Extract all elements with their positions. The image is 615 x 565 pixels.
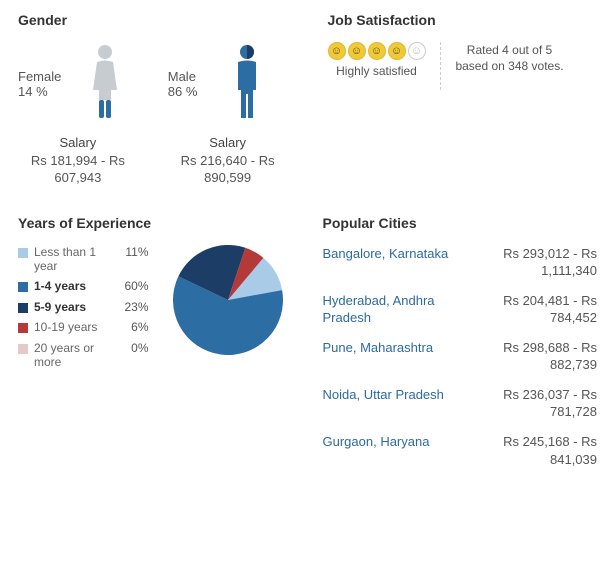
city-name[interactable]: Noida, Uttar Pradesh	[323, 386, 451, 421]
vertical-divider	[440, 42, 441, 90]
legend-label: Less than 1 year	[34, 245, 109, 274]
cities-section: Popular Cities Bangalore, Karnataka Rs 29…	[323, 215, 598, 480]
legend-item: 5-9 years 23%	[18, 300, 149, 314]
city-name[interactable]: Hyderabad, Andhra Pradesh	[323, 292, 451, 327]
city-salary-range: Rs 293,012 - Rs 1,111,340	[469, 245, 597, 280]
legend-item: 10-19 years 6%	[18, 320, 149, 334]
smile-icon-empty: ☺	[408, 42, 426, 60]
smile-icon: ☺	[348, 42, 366, 60]
legend-value: 60%	[115, 279, 149, 293]
city-salary-range: Rs 204,481 - Rs 784,452	[469, 292, 597, 327]
jobsat-label: Highly satisfied	[328, 64, 426, 78]
city-row: Noida, Uttar Pradesh Rs 236,037 - Rs 781,…	[323, 386, 598, 421]
yoe-title: Years of Experience	[18, 215, 293, 231]
gender-male-block: Male 86 % Salary Rs 216,640 - Rs 890,599	[168, 42, 288, 187]
city-name[interactable]: Pune, Maharashtra	[323, 339, 451, 374]
legend-swatch	[18, 303, 28, 313]
cities-list: Bangalore, Karnataka Rs 293,012 - Rs 1,11…	[323, 245, 598, 468]
legend-value: 11%	[115, 245, 149, 259]
female-salary-label: Salary	[18, 134, 138, 152]
male-label: Male	[168, 69, 198, 84]
gender-female-block: Female 14 % Salary Rs 181,994 - Rs 607,9…	[18, 42, 138, 187]
legend-value: 23%	[115, 300, 149, 314]
job-satisfaction-section: Job Satisfaction ☺☺☺☺☺ Highly satisfied …	[328, 12, 598, 187]
female-salary-range: Rs 181,994 - Rs 607,943	[18, 152, 138, 187]
smile-icon: ☺	[328, 42, 346, 60]
legend-item: 20 years or more 0%	[18, 341, 149, 370]
female-pct: 14 %	[18, 84, 61, 99]
female-icon	[87, 44, 123, 120]
rating-faces: ☺☺☺☺☺	[328, 42, 426, 60]
city-salary-range: Rs 245,168 - Rs 841,039	[469, 433, 597, 468]
legend-value: 6%	[115, 320, 149, 334]
city-name[interactable]: Bangalore, Karnataka	[323, 245, 451, 280]
legend-swatch	[18, 344, 28, 354]
gender-title: Gender	[18, 12, 288, 28]
legend-item: 1-4 years 60%	[18, 279, 149, 293]
cities-title: Popular Cities	[323, 215, 598, 231]
jobsat-title: Job Satisfaction	[328, 12, 598, 28]
legend-label: 10-19 years	[34, 320, 109, 334]
city-salary-range: Rs 236,037 - Rs 781,728	[469, 386, 597, 421]
jobsat-summary: Rated 4 out of 5 based on 348 votes.	[455, 42, 565, 74]
gender-section: Gender Female 14 % Salary Rs 181,994 - R…	[18, 12, 288, 187]
yoe-legend: Less than 1 year 11% 1-4 years 60% 5-9 years…	[18, 245, 149, 376]
legend-item: Less than 1 year 11%	[18, 245, 149, 274]
legend-swatch	[18, 282, 28, 292]
legend-swatch	[18, 248, 28, 258]
city-salary-range: Rs 298,688 - Rs 882,739	[469, 339, 597, 374]
legend-label: 1-4 years	[34, 279, 109, 293]
city-row: Hyderabad, Andhra Pradesh Rs 204,481 - Rs…	[323, 292, 598, 327]
legend-value: 0%	[115, 341, 149, 355]
legend-label: 5-9 years	[34, 300, 109, 314]
city-row: Bangalore, Karnataka Rs 293,012 - Rs 1,11…	[323, 245, 598, 280]
yoe-pie-chart	[173, 245, 283, 355]
city-row: Gurgaon, Haryana Rs 245,168 - Rs 841,039	[323, 433, 598, 468]
legend-swatch	[18, 323, 28, 333]
smile-icon: ☺	[388, 42, 406, 60]
city-row: Pune, Maharashtra Rs 298,688 - Rs 882,739	[323, 339, 598, 374]
legend-label: 20 years or more	[34, 341, 109, 370]
male-icon	[231, 44, 263, 120]
yoe-section: Years of Experience Less than 1 year 11% 1…	[18, 215, 293, 480]
male-pct: 86 %	[168, 84, 198, 99]
city-name[interactable]: Gurgaon, Haryana	[323, 433, 451, 468]
male-salary-label: Salary	[168, 134, 288, 152]
smile-icon: ☺	[368, 42, 386, 60]
male-salary-range: Rs 216,640 - Rs 890,599	[168, 152, 288, 187]
female-label: Female	[18, 69, 61, 84]
